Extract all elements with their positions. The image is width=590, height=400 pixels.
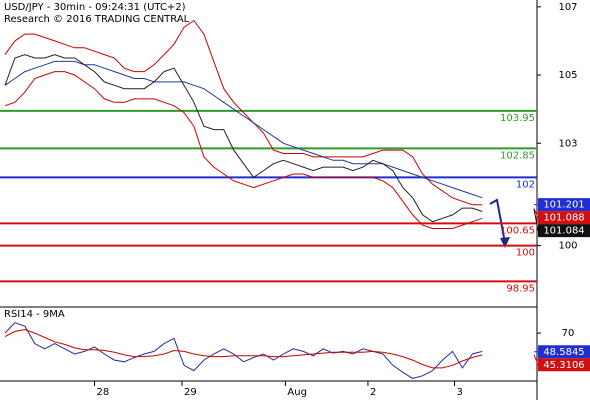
- x-tick-label: Aug: [287, 387, 307, 398]
- chart-subtitle: Research © 2016 TRADING CENTRAL: [4, 14, 190, 25]
- price-tag-pointer: [533, 354, 539, 365]
- level-label: 100.65: [500, 225, 535, 236]
- price-tag-label: 48.5845: [543, 347, 584, 358]
- price-tag: [538, 345, 590, 359]
- series-line: [4, 19, 483, 206]
- level-label: 102: [516, 179, 535, 190]
- price-tag: [538, 211, 590, 225]
- series-line: [4, 329, 483, 369]
- series-line: [4, 322, 483, 379]
- price-tag-label: 101.088: [543, 213, 584, 224]
- y-tick-label: 107: [558, 2, 577, 13]
- chart-title: USD/JPY - 30min - 09:24:31 (UTC+2): [4, 2, 186, 13]
- price-tag-label: 101.201: [543, 200, 584, 211]
- forecast-arrowhead: [500, 237, 510, 248]
- price-tag: [538, 224, 590, 238]
- level-label: 102.85: [500, 150, 535, 161]
- y-tick-label: 100: [558, 241, 577, 252]
- y-tick-label: 103: [558, 138, 577, 149]
- x-tick-label: 2: [370, 387, 376, 398]
- price-tag-label: 101.084: [543, 226, 584, 237]
- y-tick-label: 105: [558, 70, 577, 81]
- series-line: [4, 71, 483, 229]
- level-label: 103.95: [500, 113, 535, 124]
- series-line: [4, 54, 483, 223]
- price-tag-pointer: [533, 208, 539, 231]
- x-tick-label: 29: [184, 387, 197, 398]
- x-tick-label: 28: [96, 387, 109, 398]
- price-tag-label: 45.3106: [543, 360, 584, 371]
- y-tick-label: 70: [562, 328, 575, 339]
- x-tick-label: 3: [456, 387, 462, 398]
- forecast-arrow: [489, 198, 506, 244]
- level-label: 100: [516, 248, 535, 259]
- price-tag: [538, 198, 590, 212]
- price-tag: [538, 358, 590, 372]
- rsi-title: RSI14 - 9MA: [4, 309, 65, 320]
- level-label: 98.95: [506, 283, 535, 294]
